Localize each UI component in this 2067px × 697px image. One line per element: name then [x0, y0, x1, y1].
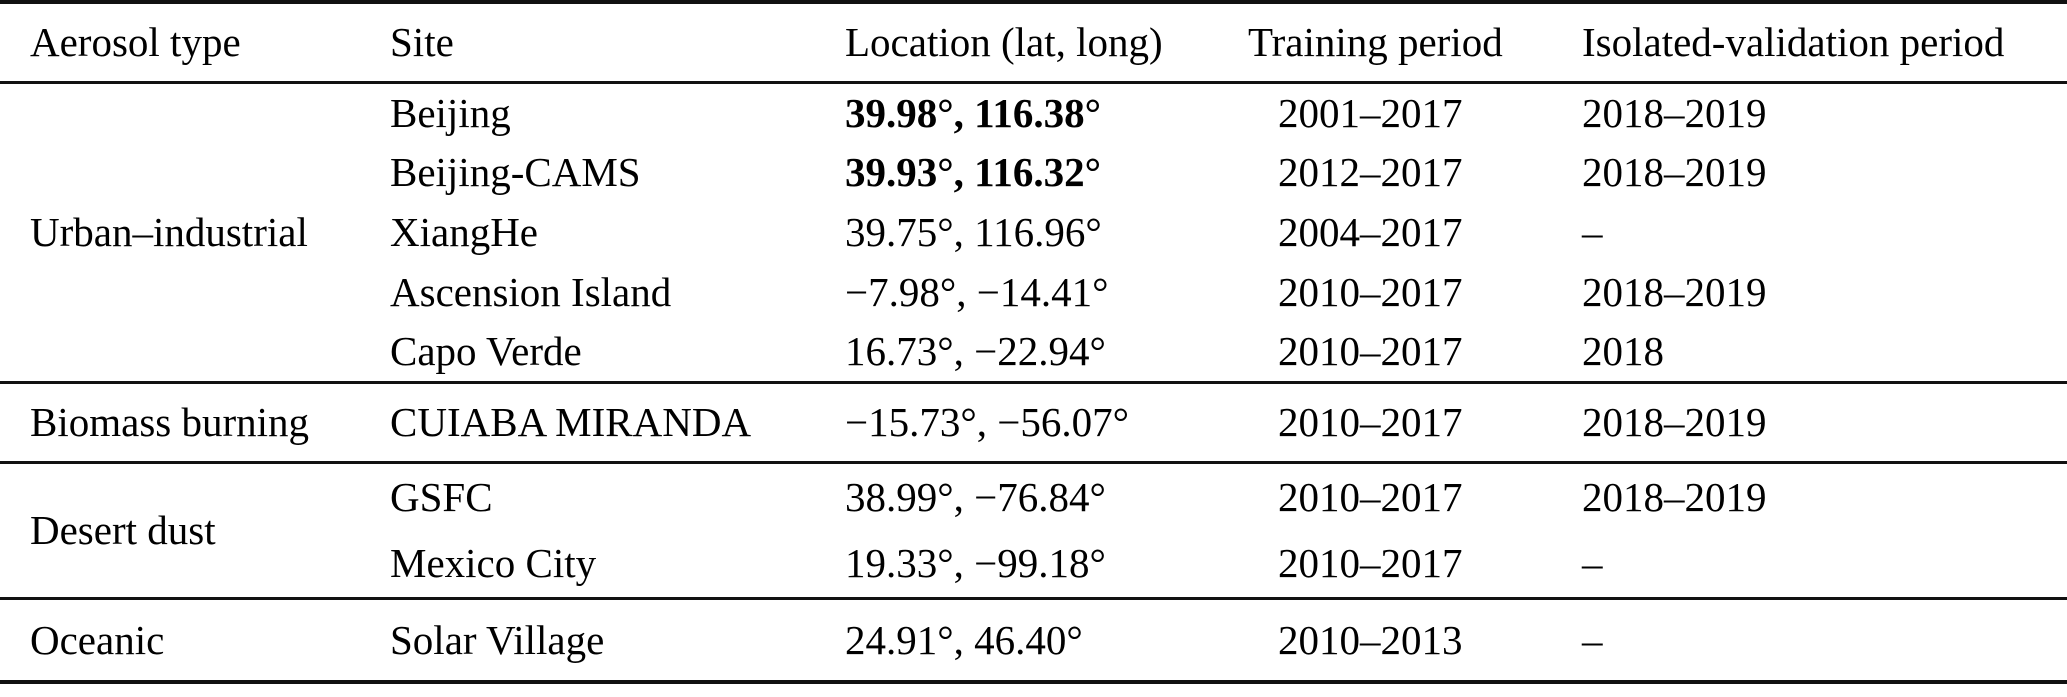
- table-row: Ascension Island −7.98°, −14.41° 2010–20…: [0, 262, 2067, 322]
- location-cell: −15.73°, −56.07°: [845, 399, 1130, 445]
- site-cell: Mexico City: [390, 540, 597, 587]
- validation-period-cell: –: [1582, 209, 1603, 255]
- table-row: Biomass burning CUIABA MIRANDA −15.73°, …: [0, 382, 2067, 462]
- training-period-cell: 2004–2017: [1278, 209, 1463, 255]
- aerosol-type-cell: Desert dust: [30, 507, 216, 553]
- table-row: Capo Verde 16.73°, −22.94° 2010–2017 201…: [0, 322, 2067, 382]
- training-period-cell: 2012–2017: [1278, 149, 1463, 195]
- table-row: XiangHe 39.75°, 116.96° 2004–2017 –: [0, 202, 2067, 262]
- validation-period-cell: 2018–2019: [1582, 89, 1767, 136]
- location-cell: 39.75°, 116.96°: [845, 209, 1102, 255]
- training-period-cell: 2010–2017: [1278, 328, 1463, 375]
- training-period-cell: 2010–2017: [1278, 399, 1463, 445]
- training-period-cell: 2010–2013: [1278, 616, 1463, 663]
- site-cell: Beijing-CAMS: [390, 149, 641, 195]
- training-period-cell: 2010–2017: [1278, 473, 1463, 520]
- validation-period-cell: 2018: [1582, 328, 1664, 375]
- header-row: Aerosol type Site Location (lat, long) T…: [0, 2, 2067, 82]
- site-cell: Ascension Island: [390, 269, 672, 315]
- col-header-training-period: Training period: [1248, 19, 1503, 66]
- table-row: Oceanic Solar Village 24.91°, 46.40° 201…: [0, 598, 2067, 682]
- validation-period-cell: –: [1582, 616, 1603, 663]
- aerosol-type-cell: Biomass burning: [30, 399, 310, 445]
- site-cell: GSFC: [390, 473, 493, 520]
- col-header-location: Location (lat, long): [845, 19, 1163, 66]
- aerosol-type-cell: Oceanic: [30, 616, 165, 663]
- aerosol-type-cell: Urban–industrial: [30, 209, 308, 255]
- site-cell: Beijing: [390, 89, 511, 136]
- col-header-validation-period: Isolated-validation period: [1582, 19, 2005, 66]
- validation-period-cell: 2018–2019: [1582, 473, 1767, 520]
- group-biomass-burning: Biomass burning CUIABA MIRANDA −15.73°, …: [0, 382, 2067, 462]
- site-cell: CUIABA MIRANDA: [390, 399, 752, 445]
- validation-period-cell: –: [1582, 540, 1603, 587]
- table-row: Mexico City 19.33°, −99.18° 2010–2017 –: [0, 530, 2067, 598]
- table-row: Desert dust GSFC 38.99°, −76.84° 2010–20…: [0, 462, 2067, 553]
- validation-period-cell: 2018–2019: [1582, 269, 1767, 315]
- table-row: Beijing-CAMS 39.93°, 116.32° 2012–2017 2…: [0, 142, 2067, 202]
- location-cell: 39.98°, 116.38°: [845, 89, 1102, 136]
- validation-period-cell: 2018–2019: [1582, 149, 1767, 195]
- location-cell: 38.99°, −76.84°: [845, 473, 1106, 520]
- group-oceanic: Oceanic Solar Village 24.91°, 46.40° 201…: [0, 598, 2067, 682]
- group-urban-industrial: Urban–industrial Beijing 39.98°, 116.38°…: [0, 82, 2067, 382]
- table-header: Aerosol type Site Location (lat, long) T…: [0, 2, 2067, 82]
- table-row: Urban–industrial Beijing 39.98°, 116.38°…: [0, 82, 2067, 255]
- validation-period-cell: 2018–2019: [1582, 399, 1767, 445]
- location-cell: 39.93°, 116.32°: [845, 149, 1102, 195]
- site-cell: Solar Village: [390, 616, 605, 663]
- col-header-site: Site: [390, 19, 454, 66]
- col-header-aerosol-type: Aerosol type: [30, 19, 241, 66]
- location-cell: −7.98°, −14.41°: [845, 269, 1109, 315]
- training-period-cell: 2010–2017: [1278, 269, 1463, 315]
- site-cell: XiangHe: [390, 209, 539, 255]
- site-cell: Capo Verde: [390, 328, 582, 375]
- location-cell: 24.91°, 46.40°: [845, 616, 1083, 663]
- training-period-cell: 2010–2017: [1278, 540, 1463, 587]
- location-cell: 19.33°, −99.18°: [845, 540, 1106, 587]
- group-desert-dust: Desert dust GSFC 38.99°, −76.84° 2010–20…: [0, 462, 2067, 598]
- location-cell: 16.73°, −22.94°: [845, 328, 1106, 375]
- training-period-cell: 2001–2017: [1278, 89, 1463, 136]
